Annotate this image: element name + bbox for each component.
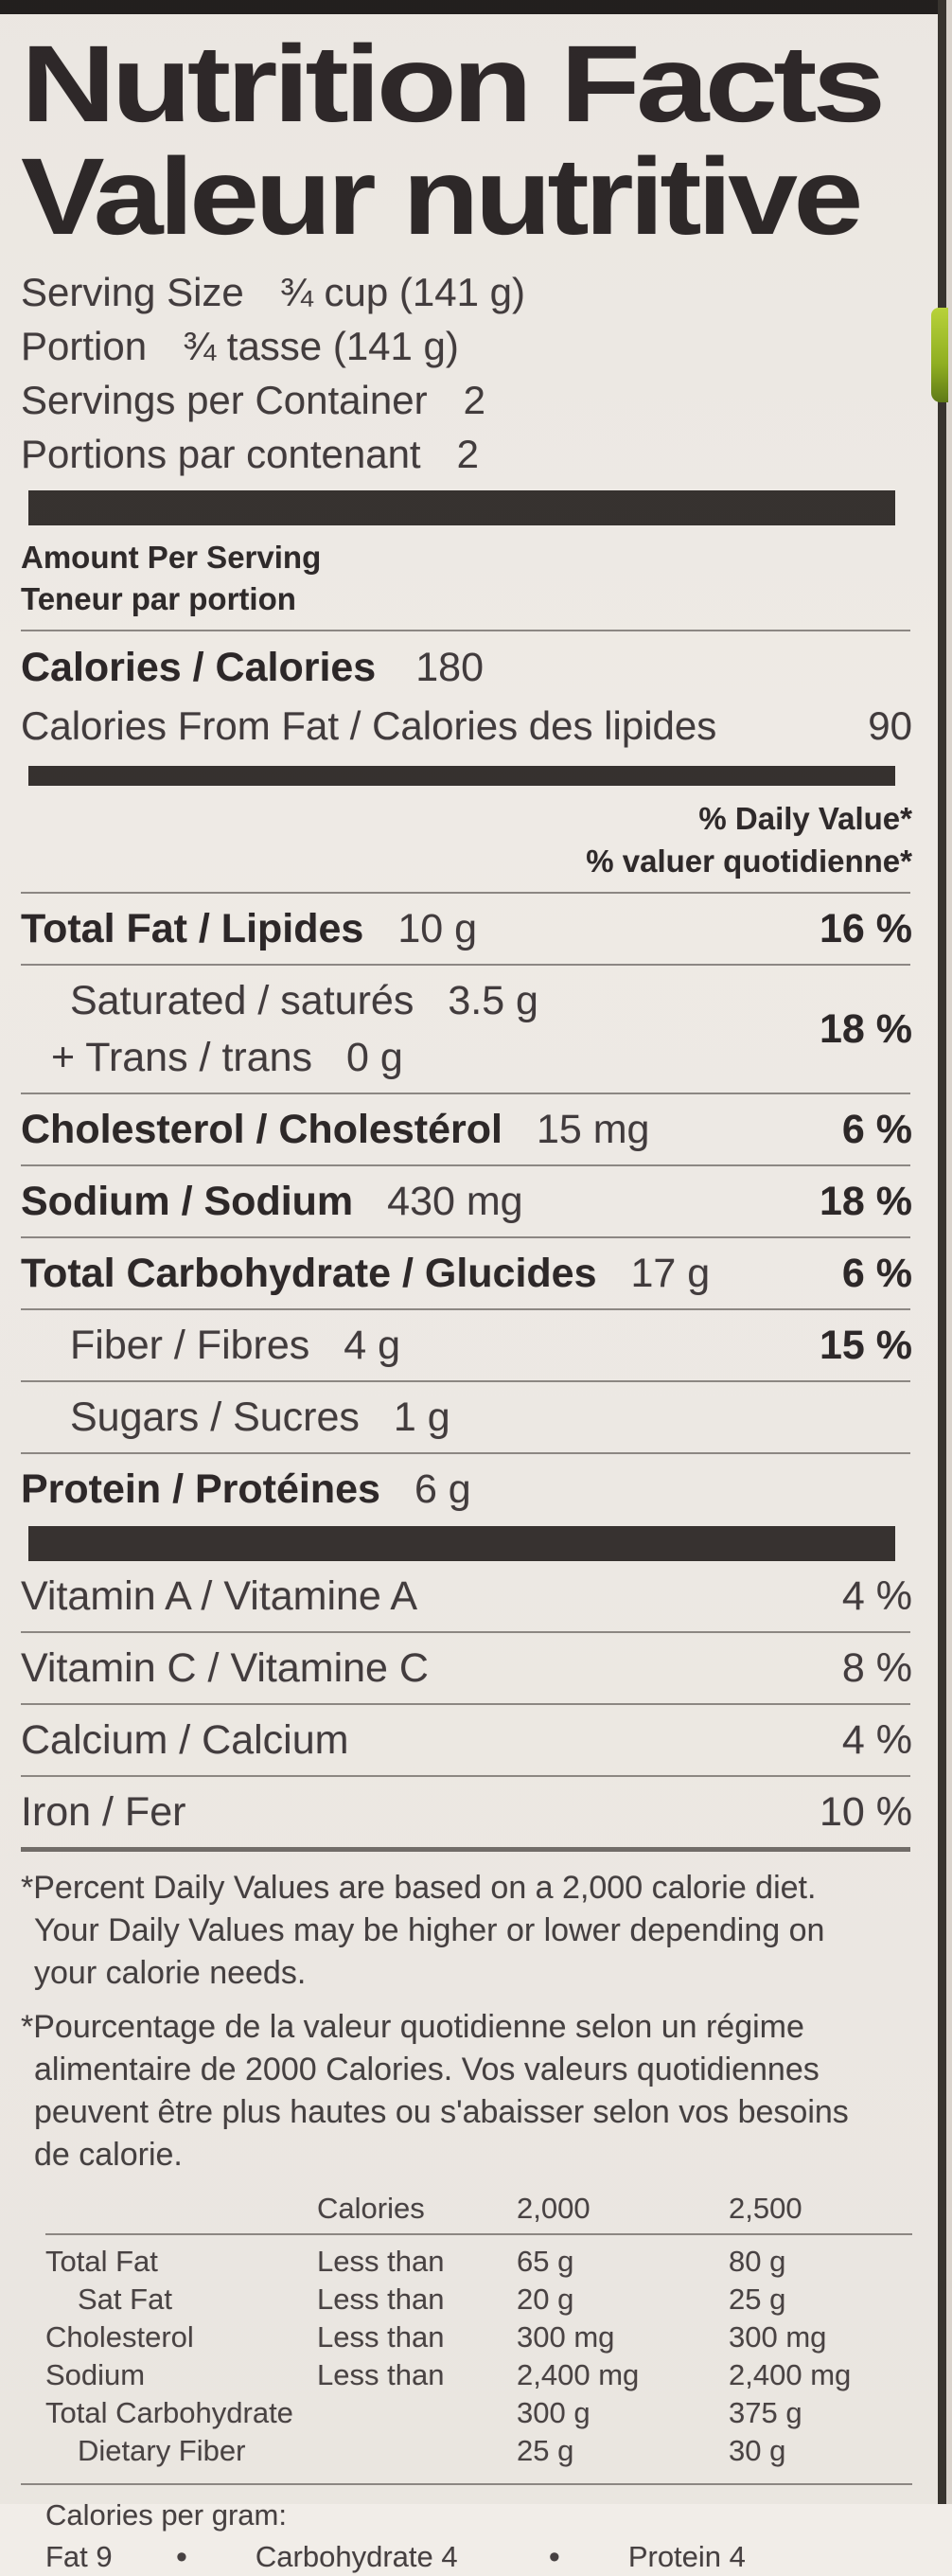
nutrient-row-fiber: Fiber / Fibres 4 g 15 %: [70, 1322, 912, 1368]
section-divider-bar: [28, 765, 895, 786]
servings-per-container-row: Servings per Container 2: [21, 377, 485, 422]
daily-value-header: % Daily Value* % valuer quotidienne*: [586, 800, 912, 879]
footnote-french: *Pourcentage de la valeur quotidienne se…: [21, 2008, 849, 2173]
footnote-divider: [21, 1846, 910, 1852]
scan-edge: [946, 0, 952, 2504]
nutrient-row-total-carbohydrate: Total Carbohydrate / Glucides 17 g 6 %: [21, 1250, 912, 1296]
nutrient-row-sugars: Sugars / Sucres 1 g: [70, 1394, 450, 1440]
table-row: Dietary Fiber 25 g 30 g: [78, 2433, 786, 2467]
reference-table-header: Calories 2,000 2,500: [317, 2191, 802, 2225]
amount-per-serving: Amount Per Serving Teneur par portion: [21, 539, 322, 616]
title-french: Valeur nutritive: [21, 136, 863, 258]
portion-row: Portion ¾ tasse (141 g): [21, 323, 459, 368]
table-row: Total Fat Less than 65 g 80 g: [45, 2244, 786, 2278]
hairline: [21, 1630, 910, 1633]
cpg-carbohydrate: Carbohydrate 4: [255, 2539, 458, 2573]
section-divider-bar: [28, 489, 895, 525]
hairline: [45, 2232, 912, 2235]
cpg-protein: Protein 4: [627, 2539, 746, 2573]
iron-row: Iron / Fer 10 %: [21, 1788, 912, 1835]
hairline: [21, 1774, 910, 1777]
vitamin-row-c: Vitamin C / Vitamine C 8 %: [21, 1644, 912, 1691]
cpg-fat: Fat 9: [45, 2539, 113, 2573]
title-english: Nutrition Facts: [21, 24, 886, 145]
table-row: Total Carbohydrate 300 g 375 g: [45, 2395, 802, 2429]
hairline: [21, 891, 910, 894]
calories-per-gram: Calories per gram: Fat 9 • Carbohydrate …: [45, 2497, 746, 2575]
table-row: Sat Fat Less than 20 g 25 g: [78, 2282, 786, 2316]
nutrient-row-sodium: Sodium / Sodium 430 mg 18 %: [21, 1178, 912, 1224]
daily-value-reference-table: Calories 2,000 2,500 Total Fat Less than…: [45, 2190, 912, 2470]
bullet-separator: •: [176, 2538, 187, 2575]
table-row: Cholesterol Less than 300 mg 300 mg: [45, 2319, 827, 2354]
hairline: [21, 2482, 912, 2485]
package-green-patch: [931, 308, 948, 402]
nutrient-row-protein: Protein / Protéines 6 g: [21, 1466, 471, 1512]
hairline: [21, 1702, 910, 1705]
label-top-border: [0, 0, 952, 14]
calcium-row: Calcium / Calcium 4 %: [21, 1716, 912, 1763]
hairline: [21, 1092, 910, 1094]
nutrient-row-cholesterol: Cholesterol / Cholestérol 15 mg 6 %: [21, 1106, 912, 1152]
hairline: [21, 963, 910, 966]
serving-size-row: Serving Size ¾ cup (141 g): [21, 269, 525, 314]
bullet-separator: •: [548, 2538, 560, 2575]
hairline: [21, 1235, 910, 1238]
nutrient-row-total-fat: Total Fat / Lipides 10 g 16 %: [21, 905, 912, 951]
footnote-english: *Percent Daily Values are based on a 2,0…: [21, 1869, 825, 1991]
hairline: [21, 1379, 910, 1382]
section-divider-bar: [28, 1525, 895, 1561]
table-row: Sodium Less than 2,400 mg 2,400 mg: [45, 2357, 852, 2391]
label-right-edge: [938, 0, 946, 2504]
vitamin-row-a: Vitamin A / Vitamine A 4 %: [21, 1572, 912, 1619]
serving-info: Serving Size ¾ cup (141 g) Portion ¾ tasse…: [21, 265, 912, 481]
portions-par-contenant-row: Portions par contenant 2: [21, 431, 479, 476]
hairline: [21, 1307, 910, 1310]
nutrient-row-saturated-trans: Saturated / saturés 3.5 g + Trans / trans…: [51, 977, 912, 1080]
calories-row: Calories / Calories 180: [21, 644, 484, 690]
hairline: [21, 1451, 910, 1454]
hairline: [21, 629, 910, 631]
calories-from-fat-row: Calories From Fat / Calories des lipides…: [21, 702, 912, 748]
nutrition-label: Nutrition Facts Valeur nutritive Serving…: [0, 24, 952, 2576]
hairline: [21, 1164, 910, 1166]
